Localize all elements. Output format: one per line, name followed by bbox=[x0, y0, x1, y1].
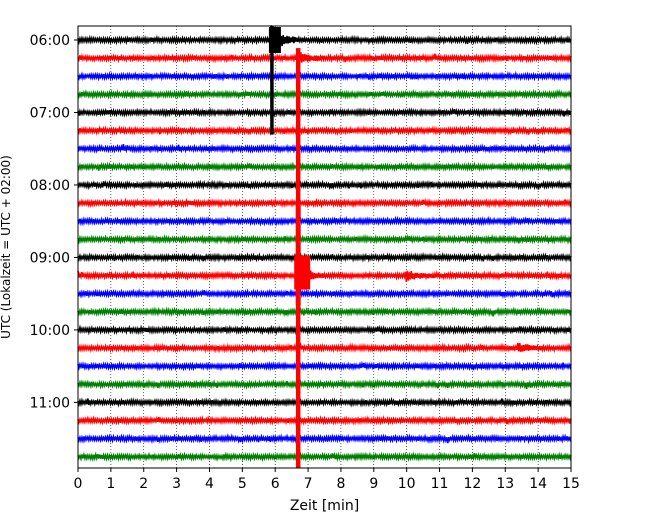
x-tick-label: 4 bbox=[205, 476, 214, 492]
trace-line bbox=[77, 107, 572, 119]
x-axis: 0 1 2 3 4 5 6 7 8 9 10 11 12 13 14 15 bbox=[74, 468, 580, 492]
x-tick-label: 3 bbox=[172, 476, 181, 492]
x-axis-label: Zeit [min] bbox=[290, 498, 359, 514]
trace-line bbox=[77, 342, 572, 354]
x-tick-label: 1 bbox=[106, 476, 115, 492]
trace-line bbox=[77, 125, 572, 137]
x-tick-label: 2 bbox=[139, 476, 148, 492]
trace-line bbox=[77, 88, 572, 100]
plot-frame bbox=[77, 25, 572, 469]
trace-layer bbox=[77, 25, 572, 468]
x-tick-label: 7 bbox=[304, 476, 313, 492]
y-tick-label: 10:00 bbox=[30, 323, 70, 339]
x-tick-label: 11 bbox=[431, 476, 449, 492]
trace-line bbox=[77, 251, 572, 263]
trace-line bbox=[77, 360, 572, 372]
y-tick-label: 07:00 bbox=[30, 105, 70, 121]
trace-line bbox=[77, 378, 572, 390]
x-tick-label: 8 bbox=[336, 476, 345, 492]
trace-line bbox=[77, 161, 572, 173]
trace-line bbox=[77, 143, 572, 155]
y-axis: 06:00 07:00 08:00 09:00 10:00 11:00 bbox=[30, 33, 78, 411]
y-tick-label: 09:00 bbox=[30, 250, 70, 266]
x-tick-label: 5 bbox=[238, 476, 247, 492]
trace-line bbox=[77, 415, 572, 426]
x-tick-label: 12 bbox=[463, 476, 481, 492]
x-tick-label: 9 bbox=[369, 476, 378, 492]
trace-line bbox=[77, 25, 572, 50]
x-tick-label: 13 bbox=[496, 476, 514, 492]
trace-line bbox=[77, 233, 572, 245]
x-tick-label: 10 bbox=[398, 476, 416, 492]
y-tick-label: 08:00 bbox=[30, 178, 70, 194]
trace-line bbox=[77, 396, 572, 408]
y-tick-label: 11:00 bbox=[30, 395, 70, 411]
trace-line bbox=[77, 52, 572, 64]
trace-line bbox=[77, 451, 572, 463]
x-tick-label: 0 bbox=[74, 476, 83, 492]
trace-line bbox=[77, 306, 572, 318]
x-tick-label: 15 bbox=[562, 476, 580, 492]
x-tick-label: 6 bbox=[271, 476, 280, 492]
y-axis-label: UTC (Lokalzeit = UTC + 02:00) bbox=[0, 155, 13, 339]
trace-line bbox=[77, 263, 572, 287]
trace-line bbox=[77, 215, 572, 227]
trace-line bbox=[77, 324, 572, 336]
y-tick-label: 06:00 bbox=[30, 33, 70, 49]
trace-line bbox=[77, 179, 572, 191]
trace-line bbox=[77, 197, 572, 209]
trace-line bbox=[77, 433, 572, 445]
trace-line bbox=[77, 288, 572, 299]
x-tick-label: 14 bbox=[529, 476, 547, 492]
trace-line bbox=[77, 70, 572, 82]
